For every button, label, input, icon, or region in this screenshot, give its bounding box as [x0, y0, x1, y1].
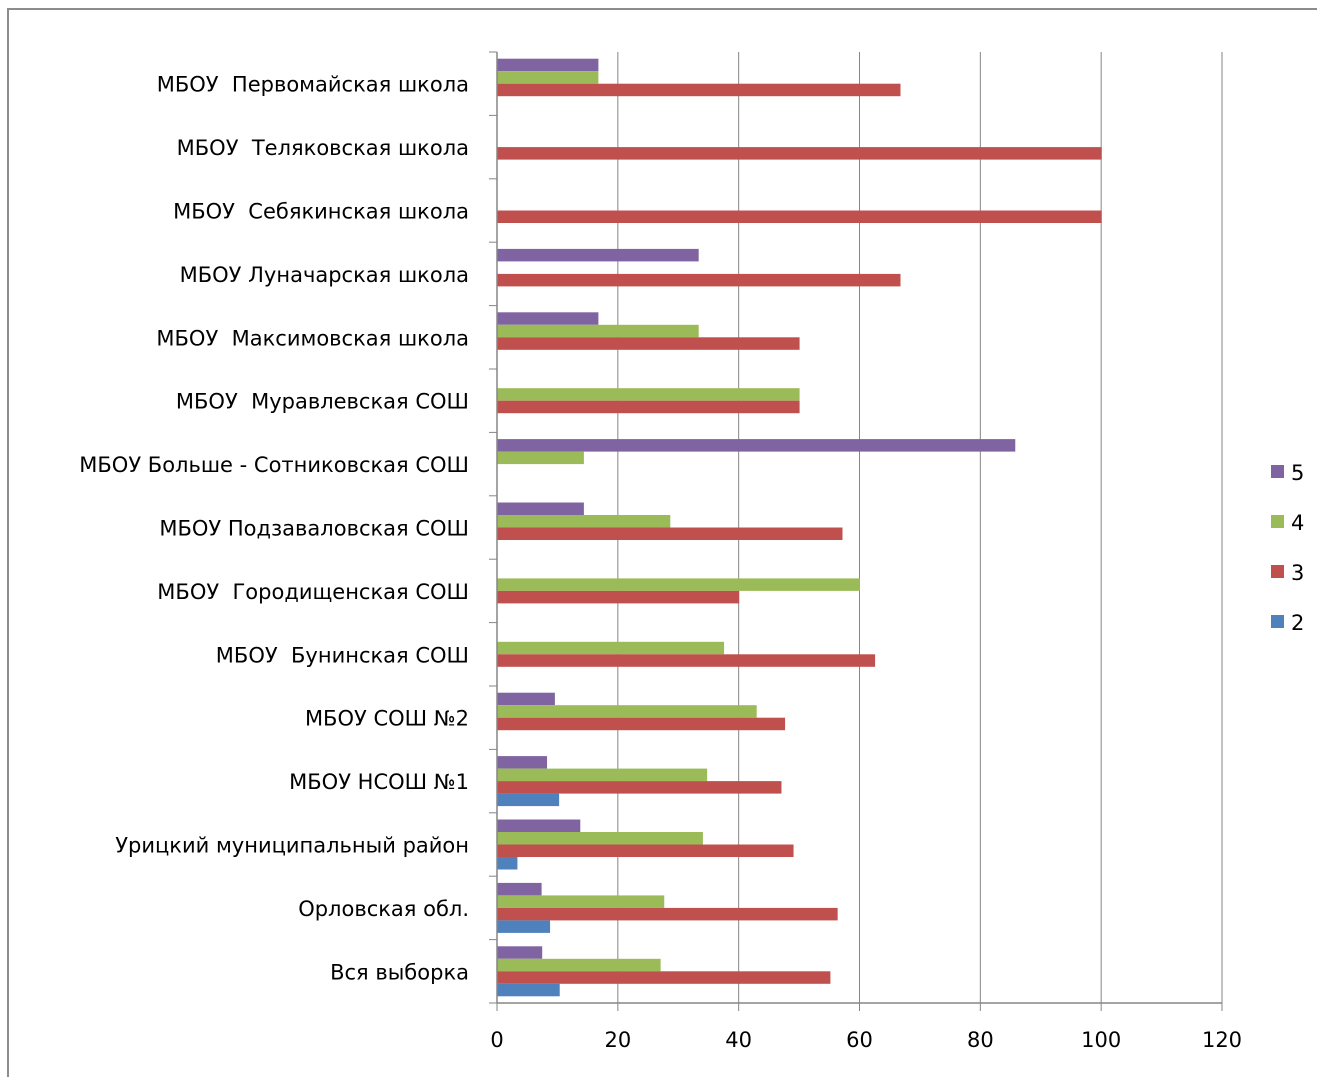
- legend-label: 3: [1291, 561, 1304, 585]
- bar-series-3: [497, 907, 838, 921]
- bar-series-4: [497, 71, 599, 84]
- x-tick-labels: 0 20 40 60 80 100 120: [490, 1028, 1242, 1052]
- category-label: МБОУ Теляковская школа: [177, 136, 469, 160]
- category-labels: МБОУ Первомайская школа МБОУ Теляковская …: [79, 73, 469, 985]
- legend-label: 5: [1291, 461, 1304, 485]
- bar-series-2: [497, 793, 560, 807]
- bar-series-4: [497, 515, 671, 528]
- category-label: МБОУ СОШ №2: [305, 707, 469, 731]
- category-label: МБОУ Себякинская школа: [173, 200, 469, 224]
- bar-series-3: [497, 210, 1102, 223]
- bar-series-5: [497, 946, 543, 959]
- legend-swatch: [1271, 515, 1284, 528]
- legend-label: 2: [1291, 611, 1304, 635]
- x-tick-label: 0: [490, 1028, 503, 1052]
- bar-series-4: [497, 768, 708, 782]
- axes: [489, 51, 1223, 1011]
- x-tick-label: 80: [967, 1028, 994, 1052]
- x-tick-label: 100: [1081, 1028, 1121, 1052]
- category-label: Орловская обл.: [298, 897, 469, 921]
- category-label: МБОУ Бунинская СОШ: [216, 643, 469, 667]
- bar-series-2: [497, 857, 518, 870]
- bar-series-5: [497, 819, 581, 832]
- category-label: МБОУ Максимовская школа: [156, 326, 469, 350]
- bar-series-5: [497, 502, 584, 515]
- legend: 5 4 3 2: [1271, 461, 1304, 635]
- bar-series-4: [497, 388, 800, 401]
- category-label: МБОУ Городищенская СОШ: [157, 580, 469, 604]
- bar-series-3: [497, 971, 831, 984]
- bar-series-4: [497, 578, 860, 591]
- category-label: МБОУ Первомайская школа: [157, 73, 469, 97]
- x-tick-label: 40: [725, 1028, 752, 1052]
- bar-series-4: [497, 832, 703, 845]
- bar-series-3: [497, 147, 1102, 160]
- bar-series-4: [497, 324, 699, 338]
- category-label: МБОУ Подзаваловская СОШ: [159, 517, 469, 541]
- bar-series-3: [497, 400, 800, 414]
- bar-series-3: [497, 844, 794, 857]
- bar-series-2: [497, 920, 551, 933]
- bar-series-4: [497, 895, 665, 908]
- category-label: МБОУ Муравлевская СОШ: [176, 390, 469, 414]
- x-tick-label: 60: [846, 1028, 873, 1052]
- bar-series-4: [497, 451, 584, 465]
- bars: [497, 58, 1102, 997]
- bar-series-5: [497, 312, 599, 325]
- bar-series-5: [497, 439, 1016, 452]
- bar-series-3: [497, 273, 901, 287]
- bar-series-3: [497, 717, 786, 731]
- category-label: МБОУ Больше - Сотниковская СОШ: [79, 453, 469, 477]
- category-label: МБОУ Луначарская школа: [180, 263, 469, 287]
- category-label: МБОУ НСОШ №1: [289, 770, 469, 794]
- bar-series-4: [497, 958, 661, 972]
- bar-series-5: [497, 692, 555, 706]
- bar-series-5: [497, 756, 548, 769]
- x-tick-label: 20: [604, 1028, 631, 1052]
- category-label: Урицкий муниципальный район: [115, 834, 469, 858]
- legend-swatch: [1271, 465, 1284, 478]
- bar-series-5: [497, 58, 599, 72]
- bar-series-5: [497, 248, 699, 262]
- bar-series-3: [497, 654, 876, 667]
- bar-series-4: [497, 641, 725, 655]
- bar-series-3: [497, 590, 740, 604]
- legend-label: 4: [1291, 511, 1304, 535]
- bar-series-2: [497, 983, 560, 997]
- bar-series-3: [497, 527, 843, 540]
- bar-series-5: [497, 882, 542, 896]
- legend-swatch: [1271, 565, 1284, 578]
- bar-series-3: [497, 781, 782, 794]
- legend-swatch: [1271, 615, 1284, 628]
- category-label: Вся выборка: [330, 960, 469, 984]
- x-tick-label: 120: [1202, 1028, 1242, 1052]
- bar-series-3: [497, 83, 901, 97]
- bar-series-3: [497, 337, 800, 350]
- bar-series-4: [497, 705, 757, 718]
